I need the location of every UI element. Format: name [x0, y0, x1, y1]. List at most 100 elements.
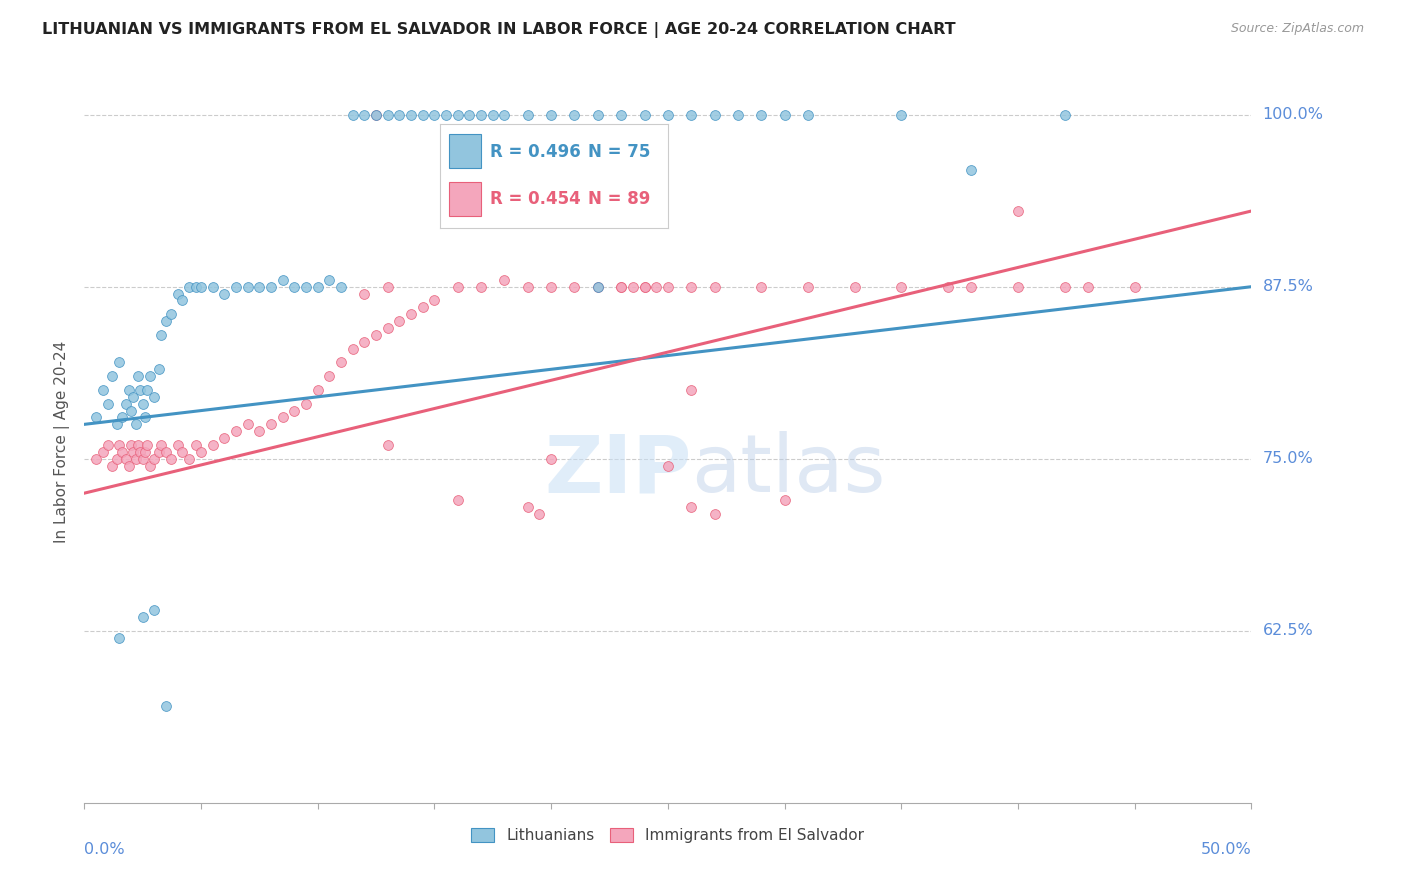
- Point: [353, 286, 375, 301]
- Point: [516, 108, 538, 122]
- Point: [136, 438, 159, 452]
- Point: [564, 279, 586, 293]
- Point: [773, 493, 796, 508]
- Point: [186, 438, 208, 452]
- Point: [529, 507, 551, 521]
- Point: [1077, 279, 1099, 293]
- Point: [122, 445, 145, 459]
- Point: [470, 108, 492, 122]
- Point: [129, 445, 152, 459]
- Point: [148, 362, 170, 376]
- Point: [412, 108, 434, 122]
- Point: [423, 293, 446, 308]
- Point: [249, 279, 271, 293]
- Point: [681, 383, 703, 397]
- Point: [645, 279, 668, 293]
- Point: [377, 108, 399, 122]
- Point: [586, 279, 609, 293]
- Point: [342, 342, 364, 356]
- Point: [318, 273, 340, 287]
- Point: [703, 279, 725, 293]
- Legend: Lithuanians, Immigrants from El Salvador: Lithuanians, Immigrants from El Salvador: [465, 822, 870, 849]
- Point: [447, 279, 470, 293]
- Point: [494, 108, 516, 122]
- Point: [703, 108, 725, 122]
- Point: [399, 108, 422, 122]
- Point: [101, 458, 124, 473]
- Point: [960, 279, 983, 293]
- Text: 50.0%: 50.0%: [1201, 842, 1251, 856]
- Text: atlas: atlas: [692, 432, 886, 509]
- Point: [366, 108, 388, 122]
- Point: [166, 286, 188, 301]
- Point: [540, 451, 562, 466]
- Point: [703, 507, 725, 521]
- Point: [681, 500, 703, 514]
- Point: [179, 279, 201, 293]
- Point: [377, 438, 399, 452]
- Point: [179, 451, 201, 466]
- Point: [172, 293, 194, 308]
- Text: 0.0%: 0.0%: [84, 842, 125, 856]
- Point: [132, 397, 155, 411]
- Point: [271, 273, 294, 287]
- Point: [564, 108, 586, 122]
- Point: [657, 458, 679, 473]
- Point: [115, 397, 138, 411]
- Point: [399, 307, 422, 321]
- Point: [353, 108, 375, 122]
- Point: [249, 424, 271, 438]
- Point: [91, 445, 114, 459]
- Point: [412, 301, 434, 315]
- Point: [657, 279, 679, 293]
- Point: [330, 279, 353, 293]
- Point: [134, 445, 156, 459]
- Point: [120, 438, 142, 452]
- Point: [214, 286, 236, 301]
- Point: [190, 279, 212, 293]
- Point: [610, 279, 633, 293]
- Point: [307, 383, 329, 397]
- Point: [797, 108, 820, 122]
- Point: [797, 279, 820, 293]
- Point: [108, 438, 131, 452]
- Point: [377, 279, 399, 293]
- Point: [540, 108, 562, 122]
- Point: [388, 108, 411, 122]
- Point: [132, 610, 155, 624]
- Point: [749, 108, 772, 122]
- Point: [681, 279, 703, 293]
- Point: [155, 445, 177, 459]
- Point: [633, 279, 655, 293]
- Point: [166, 438, 188, 452]
- Point: [610, 108, 633, 122]
- Point: [143, 451, 166, 466]
- Point: [271, 410, 294, 425]
- Point: [366, 327, 388, 342]
- Point: [125, 417, 148, 432]
- Text: 87.5%: 87.5%: [1263, 279, 1313, 294]
- Point: [1007, 204, 1029, 219]
- Text: Source: ZipAtlas.com: Source: ZipAtlas.com: [1230, 22, 1364, 36]
- Point: [105, 417, 128, 432]
- Point: [494, 273, 516, 287]
- Point: [159, 307, 181, 321]
- Point: [108, 631, 131, 645]
- Point: [155, 314, 177, 328]
- Point: [330, 355, 353, 369]
- Point: [1053, 279, 1076, 293]
- Point: [749, 279, 772, 293]
- Text: LITHUANIAN VS IMMIGRANTS FROM EL SALVADOR IN LABOR FORCE | AGE 20-24 CORRELATION: LITHUANIAN VS IMMIGRANTS FROM EL SALVADO…: [42, 22, 956, 38]
- Point: [101, 369, 124, 384]
- Point: [84, 451, 107, 466]
- Point: [423, 108, 446, 122]
- Point: [225, 424, 247, 438]
- Point: [214, 431, 236, 445]
- Point: [516, 500, 538, 514]
- Text: 100.0%: 100.0%: [1263, 107, 1323, 122]
- Point: [122, 390, 145, 404]
- Point: [890, 279, 912, 293]
- Point: [91, 383, 114, 397]
- Point: [201, 438, 224, 452]
- Y-axis label: In Labor Force | Age 20-24: In Labor Force | Age 20-24: [55, 341, 70, 542]
